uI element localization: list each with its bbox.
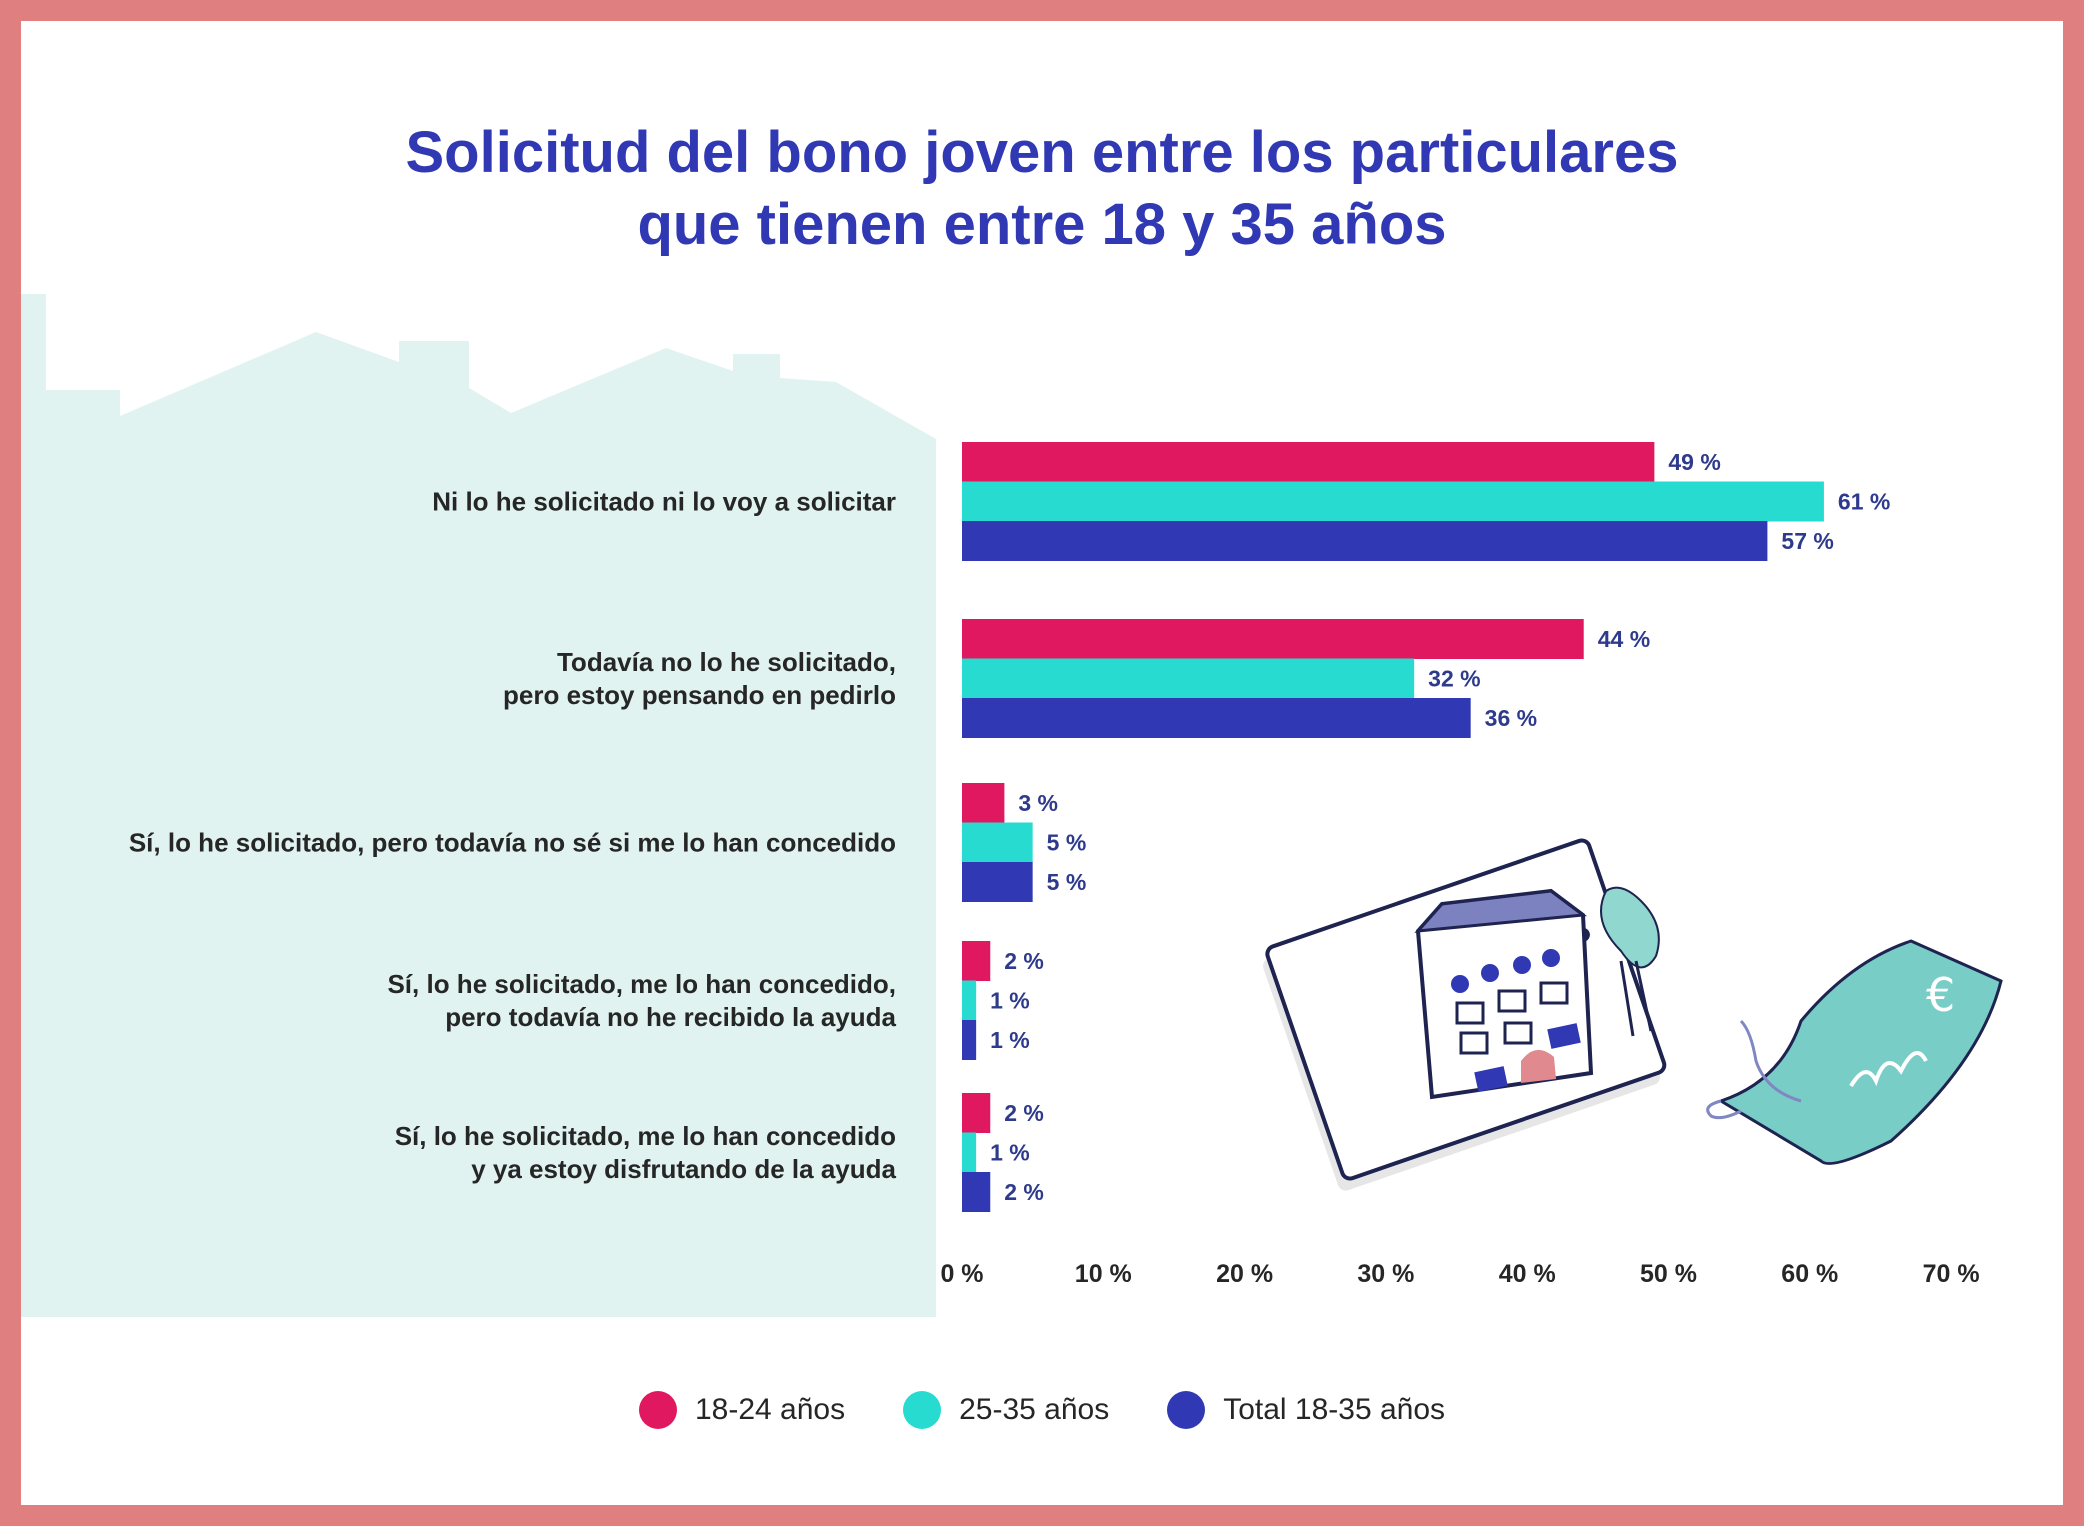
value-label-25-35-a-os-cat-2: 32 % xyxy=(1428,665,1480,691)
category-label-5-line-2: y ya estoy disfrutando de la ayuda xyxy=(471,1154,896,1184)
x-tick-label-0: 0 % xyxy=(940,1260,983,1288)
bar-total-18-35-a-os-cat-3 xyxy=(962,862,1033,902)
category-label-2-line-2: pero estoy pensando en pedirlo xyxy=(503,680,896,710)
x-axis-ticks: 0 % 10 % 20 % 30 % 40 % 50 % 60 % 70 % xyxy=(940,1260,1979,1288)
bar-total-18-35-a-os-cat-4 xyxy=(962,1020,977,1060)
value-label-25-35-a-os-cat-3: 5 % xyxy=(1047,829,1087,855)
bar-18-24-a-os-cat-2 xyxy=(962,619,1584,659)
value-label-total-18-35-a-os-cat-3: 5 % xyxy=(1047,869,1087,895)
value-label-25-35-a-os-cat-5: 1 % xyxy=(990,1139,1030,1165)
legend-item-25-35: 25-35 años xyxy=(903,1391,1109,1429)
value-label-total-18-35-a-os-cat-5: 2 % xyxy=(1004,1179,1044,1205)
legend-item-18-24: 18-24 años xyxy=(638,1391,846,1429)
category-label-3-line-1: Sí, lo he solicitado, pero todavía no sé… xyxy=(129,827,896,857)
category-label-1-line-1: Ni lo he solicitado ni lo voy a solicita… xyxy=(432,486,896,516)
value-label-25-35-a-os-cat-4: 1 % xyxy=(990,987,1030,1013)
bar-18-24-a-os-cat-3 xyxy=(962,783,1005,823)
value-label-25-35-a-os-cat-1: 61 % xyxy=(1838,488,1890,514)
bar-25-35-a-os-cat-5 xyxy=(962,1132,977,1173)
bar-18-24-a-os-cat-1 xyxy=(962,442,1655,482)
legend-swatch-18-24 xyxy=(638,1391,677,1429)
bar-total-18-35-a-os-cat-2 xyxy=(962,698,1471,738)
value-label-18-24-a-os-cat-5: 2 % xyxy=(1004,1100,1044,1126)
bar-total-18-35-a-os-cat-5 xyxy=(962,1172,991,1212)
euro-icon: € xyxy=(1926,968,1955,1022)
x-tick-label-40: 40 % xyxy=(1499,1260,1556,1288)
x-tick-label-20: 20 % xyxy=(1216,1260,1273,1288)
x-tick-label-50: 50 % xyxy=(1640,1260,1697,1288)
bar-chart: Ni lo he solicitado ni lo voy a solicita… xyxy=(21,294,2003,1317)
legend-swatch-total xyxy=(1167,1391,1206,1429)
chart-title: Solicitud del bono joven entre los parti… xyxy=(21,117,2063,261)
skyline-background xyxy=(21,294,936,1317)
x-tick-label-70: 70 % xyxy=(1923,1260,1980,1288)
legend-label-25-35: 25-35 años xyxy=(959,1393,1110,1426)
value-labels: 49 % 61 %57 % 44 % 32 %36 % 3 % 5 % 5 % 2 % 1 % 1… xyxy=(990,449,1890,1205)
category-label-2-line-1: Todavía no lo he solicitado, xyxy=(557,647,896,677)
value-label-total-18-35-a-os-cat-4: 1 % xyxy=(990,1027,1030,1053)
value-label-18-24-a-os-cat-3: 3 % xyxy=(1018,790,1058,816)
category-label-4-line-2: pero todavía no he recibido la ayuda xyxy=(445,1002,896,1032)
value-label-total-18-35-a-os-cat-1: 57 % xyxy=(1781,528,1833,554)
category-labels: Ni lo he solicitado ni lo voy a solicita… xyxy=(129,486,897,1184)
bar-25-35-a-os-cat-1 xyxy=(962,481,1824,522)
bars-layer xyxy=(962,442,1824,1212)
chart-title-line-1: Solicitud del bono joven entre los parti… xyxy=(405,120,1679,185)
bar-25-35-a-os-cat-4 xyxy=(962,980,977,1021)
house-price-tag-illustration: € xyxy=(1263,838,2003,1191)
x-tick-label-10: 10 % xyxy=(1075,1260,1132,1288)
value-label-18-24-a-os-cat-4: 2 % xyxy=(1004,948,1044,974)
legend-label-total: Total 18-35 años xyxy=(1223,1393,1446,1426)
chart-title-line-2: que tienen entre 18 y 35 años xyxy=(637,192,1447,257)
x-tick-label-60: 60 % xyxy=(1781,1260,1838,1288)
category-label-5-line-1: Sí, lo he solicitado, me lo han concedid… xyxy=(395,1121,896,1151)
bar-25-35-a-os-cat-3 xyxy=(962,822,1033,863)
value-label-18-24-a-os-cat-2: 44 % xyxy=(1598,626,1650,652)
legend-swatch-25-35 xyxy=(903,1391,942,1429)
value-label-18-24-a-os-cat-1: 49 % xyxy=(1668,449,1720,475)
legend-label-18-24: 18-24 años xyxy=(694,1393,846,1426)
x-tick-label-30: 30 % xyxy=(1357,1260,1414,1288)
bar-25-35-a-os-cat-2 xyxy=(962,658,1415,699)
value-label-total-18-35-a-os-cat-2: 36 % xyxy=(1485,705,1537,731)
bar-18-24-a-os-cat-5 xyxy=(962,1093,991,1133)
legend: 18-24 años 25-35 años Total 18-35 años xyxy=(21,1391,2063,1429)
category-label-4-line-1: Sí, lo he solicitado, me lo han concedid… xyxy=(387,969,896,999)
legend-item-total: Total 18-35 años xyxy=(1167,1391,1445,1429)
chart-frame: Solicitud del bono joven entre los parti… xyxy=(21,21,2063,1505)
bar-total-18-35-a-os-cat-1 xyxy=(962,521,1768,561)
bar-18-24-a-os-cat-4 xyxy=(962,941,991,981)
